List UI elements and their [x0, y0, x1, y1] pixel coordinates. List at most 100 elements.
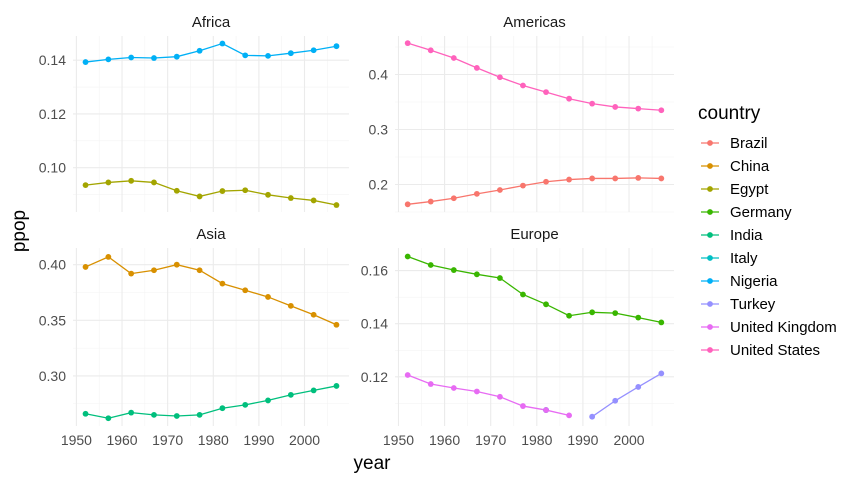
legend-key-point-nigeria [707, 278, 713, 284]
africa-nigeria-line [85, 42, 337, 63]
asia-x-tick-label: 1990 [243, 432, 274, 448]
europe-germany-point [658, 319, 665, 326]
asia-china-point [333, 321, 340, 328]
y-axis-title: ppop [9, 210, 30, 252]
asia-x-tick-label: 1970 [152, 432, 183, 448]
americas-brazil-point [589, 175, 596, 182]
africa-nigeria-point [196, 47, 203, 54]
africa-y-tick-label: 0.14 [39, 52, 66, 68]
europe-germany-line [407, 255, 662, 324]
europe-turkey-point [658, 370, 665, 377]
asia-china-point [265, 294, 271, 300]
europe-x-tick-label: 1950 [383, 432, 414, 448]
legend-label-turkey: Turkey [730, 296, 776, 313]
africa-egypt-point [333, 202, 340, 208]
africa-nigeria-point [310, 47, 317, 54]
legend-label-italy: Italy [730, 250, 758, 267]
asia-india-point [196, 411, 203, 418]
asia-panel-title: Asia [196, 226, 226, 243]
europe-germany-point [612, 310, 619, 316]
europe-germany-point [497, 275, 503, 281]
americas-brazil-point [497, 187, 503, 193]
africa-egypt-point [196, 193, 203, 200]
legend-label-brazil: Brazil [730, 135, 768, 152]
europe-turkey-point [612, 397, 619, 404]
asia-x-tick-label: 1980 [198, 432, 229, 448]
asia-china-point [310, 311, 317, 318]
legend-key-point-germany [707, 209, 713, 215]
africa-nigeria-point [265, 52, 271, 59]
europe-y-tick-label: 0.12 [361, 369, 388, 385]
africa-nigeria-point [105, 56, 112, 63]
europe-united-kingdom-point [566, 412, 572, 419]
europe-united-kingdom-point [543, 407, 549, 413]
x-axis-title: year [354, 453, 392, 474]
europe-y-tick-label: 0.16 [361, 263, 388, 279]
africa-egypt-point [128, 177, 135, 184]
americas-y-tick-label: 0.3 [369, 122, 389, 138]
americas-brazil-point [635, 175, 642, 181]
legend-key-point-united-kingdom [707, 324, 713, 330]
asia-china-point [82, 264, 89, 270]
africa-egypt-point [173, 187, 180, 194]
asia-china-point [219, 280, 226, 287]
americas-brazil-point [658, 175, 665, 182]
americas-united-states-point [450, 55, 457, 61]
europe-germany-point [635, 314, 642, 321]
asia-china-point [105, 254, 112, 260]
europe-x-tick-label: 1970 [475, 432, 506, 448]
europe-united-kingdom-point [520, 403, 526, 409]
americas-brazil-point [427, 198, 434, 205]
africa-egypt-point [151, 179, 157, 186]
americas-brazil-line [407, 177, 662, 205]
legend-key-point-india [707, 232, 713, 238]
europe-united-kingdom-line [545, 409, 570, 417]
asia-x-tick-label: 2000 [289, 432, 320, 448]
americas-united-states-point [497, 74, 503, 81]
africa-nigeria-point [219, 40, 226, 47]
asia-india-point [333, 383, 340, 389]
asia-india-point [242, 401, 249, 408]
europe-x-tick-label: 1960 [429, 432, 460, 448]
asia-india-point [128, 409, 135, 416]
asia-india-point [173, 413, 180, 419]
europe-turkey-line [591, 372, 662, 418]
americas-united-states-point [612, 104, 619, 110]
asia-india-point [265, 397, 271, 404]
europe-united-kingdom-point [450, 385, 457, 391]
europe-germany-point [450, 267, 457, 273]
legend-key-point-italy [707, 255, 713, 261]
europe-x-tick-label: 1980 [521, 432, 552, 448]
africa-egypt-point [219, 188, 226, 194]
africa-y-tick-label: 0.10 [39, 160, 66, 176]
asia-china-point [287, 302, 294, 309]
europe-united-kingdom-point [427, 381, 434, 387]
americas-united-states-point [427, 47, 434, 54]
europe-germany-point [520, 291, 526, 298]
europe-germany-point [427, 262, 434, 268]
americas-united-states-point [658, 107, 665, 114]
europe-x-tick-label: 1990 [567, 432, 598, 448]
africa-nigeria-point [151, 55, 157, 61]
asia-china-line [85, 256, 337, 326]
africa-panel-title: Africa [192, 14, 231, 31]
legend-label-china: China [730, 158, 770, 175]
americas-brazil-point [543, 178, 549, 185]
europe-y-tick-label: 0.14 [361, 316, 388, 332]
europe-germany-point [589, 309, 596, 316]
legend-key-point-china [707, 163, 713, 169]
legend-label-united-states: United States [730, 342, 820, 359]
legend-label-united-kingdom: United Kingdom [730, 319, 837, 336]
africa-nigeria-point [173, 53, 180, 60]
asia-china-point [128, 270, 135, 277]
asia-china-point [173, 261, 180, 268]
legend-key-point-united-states [707, 347, 713, 353]
africa-egypt-point [310, 197, 317, 204]
africa-egypt-point [82, 182, 89, 189]
americas-united-states-point [404, 40, 411, 47]
legend-label-germany: Germany [730, 204, 792, 221]
africa-egypt-point [242, 187, 249, 194]
asia-india-point [310, 387, 317, 394]
legend-key-point-turkey [707, 301, 713, 307]
